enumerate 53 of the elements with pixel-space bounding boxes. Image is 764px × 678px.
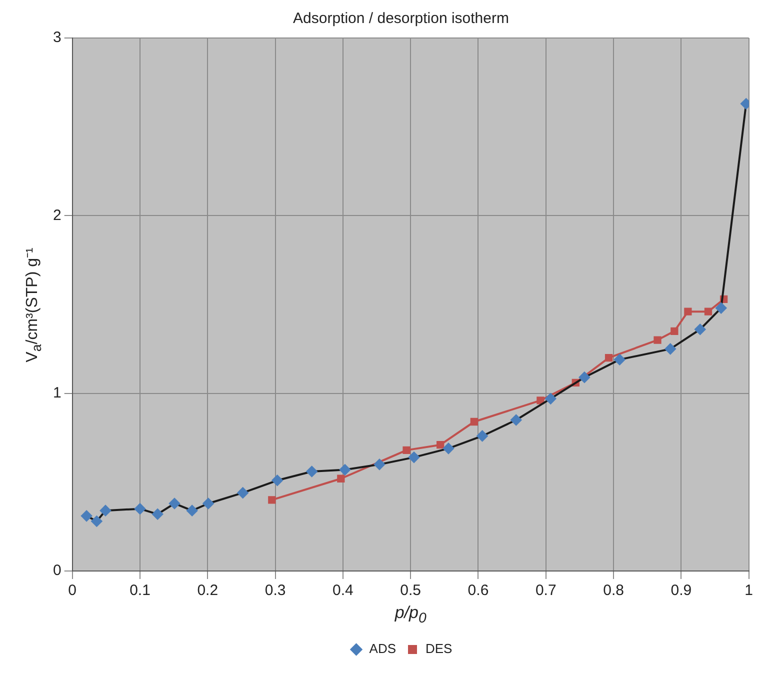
x-tick-label: 0.8: [603, 582, 624, 600]
chart-title: Adsorption / desorption isotherm: [293, 10, 509, 28]
point: [476, 430, 488, 442]
point: [578, 372, 590, 383]
x-tick-label: 0.5: [400, 582, 422, 600]
point: [442, 442, 454, 454]
point: [614, 354, 626, 366]
point: [374, 458, 385, 470]
legend-label: DES: [426, 641, 453, 656]
x-tick-label: 0.4: [332, 582, 354, 600]
point: [536, 396, 544, 404]
x-tick-label: 0.9: [670, 582, 692, 600]
y-tick-label: 1: [53, 384, 62, 402]
point: [202, 498, 214, 509]
point: [684, 308, 692, 316]
point: [654, 336, 662, 344]
point: [716, 302, 727, 314]
point: [91, 516, 102, 527]
point: [100, 505, 111, 516]
point: [402, 446, 410, 454]
point: [337, 474, 345, 482]
point: [510, 414, 522, 426]
x-tick-label: 0.7: [535, 582, 556, 600]
point: [168, 498, 180, 509]
y-tick-label: 2: [53, 206, 62, 224]
y-tick-label: 3: [53, 29, 62, 46]
x-tick-label: 0.2: [197, 582, 218, 600]
point: [339, 464, 350, 476]
x-tick-label: 0.1: [130, 582, 150, 600]
point: [134, 503, 146, 514]
point: [306, 466, 318, 478]
point: [670, 327, 678, 335]
x-axis-title: p/p$_{0}$: [394, 603, 428, 626]
point: [272, 474, 283, 486]
point: [81, 510, 92, 522]
point: [268, 496, 276, 504]
point: [237, 487, 248, 498]
point: [704, 308, 712, 316]
point: [152, 508, 164, 520]
point: [694, 324, 706, 335]
legend-label: ADS: [369, 641, 396, 656]
point: [408, 452, 420, 463]
point: [436, 441, 444, 449]
x-tick-label: 0.3: [264, 582, 286, 600]
point: [186, 505, 198, 516]
point: [470, 418, 478, 426]
y-tick-label: 0: [53, 562, 62, 580]
point: [664, 343, 676, 354]
x-tick-label: 0.6: [468, 582, 489, 600]
point: [545, 393, 556, 404]
point: [604, 354, 613, 362]
x-tick-label: 1: [744, 582, 753, 600]
x-tick-label: 0: [68, 582, 77, 600]
